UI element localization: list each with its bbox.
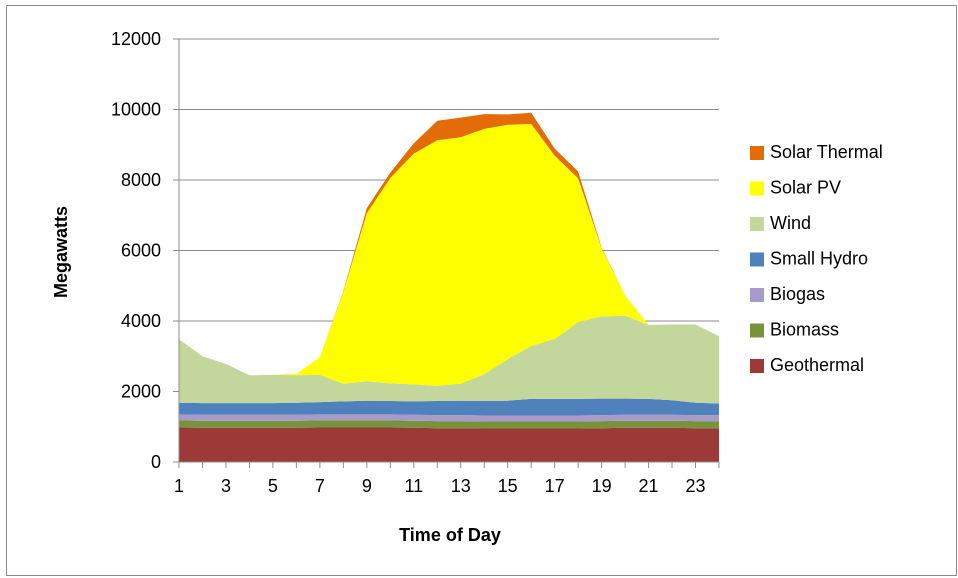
x-tick-label: 11 xyxy=(404,476,423,496)
legend-label-solar-thermal: Solar Thermal xyxy=(770,142,883,162)
y-tick-label: 12000 xyxy=(111,29,161,49)
x-tick-label: 5 xyxy=(268,476,278,496)
x-tick-label: 17 xyxy=(545,476,565,496)
area-biomass xyxy=(179,420,719,429)
y-tick-label: 6000 xyxy=(121,241,161,261)
y-tick-labels: 0 2000 4000 6000 8000 10000 12000 xyxy=(111,29,161,472)
legend-label-geothermal: Geothermal xyxy=(770,355,864,375)
y-tick-label: 2000 xyxy=(121,382,161,402)
x-tick-label: 1 xyxy=(174,476,184,496)
x-tick-label: 7 xyxy=(315,476,325,496)
x-tick-label: 23 xyxy=(686,476,706,496)
legend-swatch-solar-pv xyxy=(750,181,764,196)
legend-swatch-solar-thermal xyxy=(750,146,764,160)
x-tick-label: 15 xyxy=(498,476,518,496)
legend-swatch-small-hydro xyxy=(750,252,764,267)
area-solar-pv xyxy=(179,124,719,386)
x-tick-label: 3 xyxy=(221,476,231,496)
legend-swatch-wind xyxy=(750,217,764,231)
legend-label-biomass: Biomass xyxy=(770,320,839,340)
legend-label-small-hydro: Small Hydro xyxy=(770,249,868,269)
legend-swatch-biogas xyxy=(750,288,764,302)
x-axis-title: Time of Day xyxy=(399,525,501,545)
area-biogas xyxy=(179,414,719,422)
y-tick-label: 10000 xyxy=(111,100,161,120)
chart-frame: 0 2000 4000 6000 8000 10000 12000 1 3 5 7 9 11 13 15 1… xyxy=(6,5,957,576)
area-small-hydro xyxy=(179,398,719,416)
y-tick-label: 4000 xyxy=(121,311,161,331)
x-tick-labels: 1 3 5 7 9 11 13 15 17 19 21 23 xyxy=(174,476,706,496)
area-series xyxy=(179,112,719,462)
legend-swatch-biomass xyxy=(750,323,764,338)
x-tick-label: 21 xyxy=(639,476,659,496)
y-tick-label: 0 xyxy=(151,452,161,472)
legend-label-biogas: Biogas xyxy=(770,284,825,304)
legend-label-wind: Wind xyxy=(770,213,811,233)
y-tick-label: 8000 xyxy=(121,170,161,190)
legend-swatch-geothermal xyxy=(750,359,764,373)
axes xyxy=(173,38,720,468)
x-tick-label: 19 xyxy=(592,476,612,496)
legend: Solar Thermal Solar PV Wind Small Hydro Biog… xyxy=(750,142,883,375)
area-wind xyxy=(179,315,719,404)
x-tick-label: 9 xyxy=(362,476,372,496)
y-axis-title: Megawatts xyxy=(51,206,71,298)
legend-label-solar-pv: Solar PV xyxy=(770,178,841,198)
x-tick-label: 13 xyxy=(451,476,471,496)
area-geothermal xyxy=(179,427,719,462)
